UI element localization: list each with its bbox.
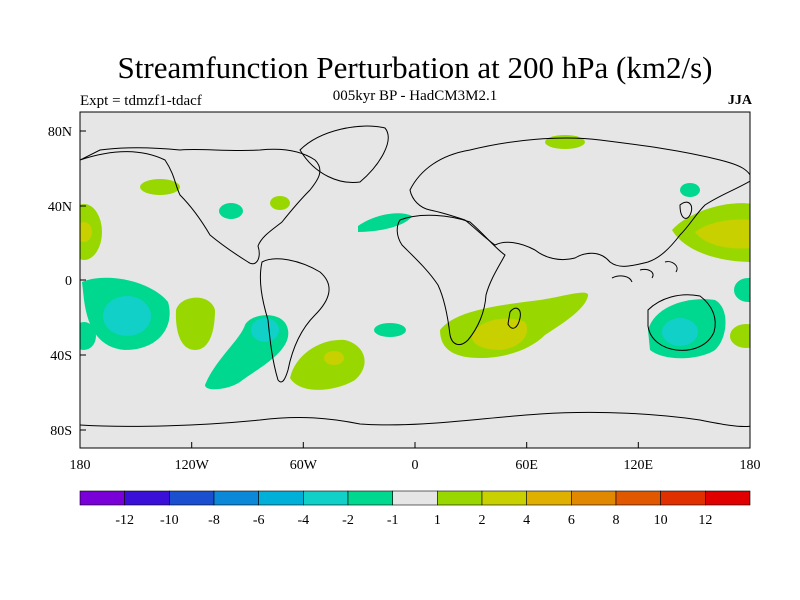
colorbar-label: -10 [160,513,179,528]
colorbar-swatch [571,490,617,506]
contour-pos1 [270,196,290,210]
x-tick-labels: 180 120W 60W 0 60E 120E 180 [70,458,761,473]
y-tick-labels: 80N 40N 0 40S 80S [48,125,72,439]
season-label: JJA [727,93,752,108]
colorbar-swatch [169,490,215,506]
contour-neg1 [680,183,700,197]
contour-neg2 [662,318,698,346]
colorbar-swatch [481,490,527,506]
colorbar-label: 4 [523,513,530,528]
contour-neg1 [734,278,750,302]
contour-neg1 [219,203,243,219]
colorbar-swatch [660,490,706,506]
contour-pos1 [175,297,215,350]
colorbar-swatch [347,490,393,506]
x-tick-label: 180 [740,458,761,473]
colorbar-label: 12 [698,513,712,528]
contour-pos1 [140,179,180,195]
colorbar-label: -8 [208,513,220,528]
contour-pos1 [290,339,365,390]
colorbar-swatch [258,490,304,506]
x-tick-label: 180 [70,458,91,473]
x-tick-label: 60E [515,458,538,473]
y-tick-label: 40N [48,200,72,215]
coastline-eurasia [409,137,750,267]
y-tick-label: 80S [50,424,72,439]
map-background [80,112,750,448]
colorbar-swatch [392,490,438,506]
chart-title: Streamfunction Perturbation at 200 hPa (… [117,50,713,85]
coastline-south-america [259,258,330,383]
colorbar-label: -6 [253,513,265,528]
contour-neg2 [103,296,151,336]
colorbar-label: -12 [115,513,134,528]
coastlines [80,125,750,427]
colorbar-label: -4 [297,513,309,528]
colorbar-swatch [79,490,125,506]
contour-pos2 [695,219,750,249]
colorbar-swatch [303,490,349,506]
colorbar-swatch [124,490,170,506]
y-tick-label: 0 [65,274,72,289]
x-tick-label: 0 [412,458,419,473]
colorbar: -12 -10 -8 -6 -4 -2 -1 1 2 4 6 8 10 12 [79,490,751,528]
coastline-antarctica [80,411,750,427]
x-tick-label: 120W [175,458,210,473]
colorbar-swatch [213,490,259,506]
coastline-africa [396,214,506,346]
colorbar-label: 6 [568,513,575,528]
contour-neg1 [358,213,412,232]
axis-ticks [79,130,751,448]
colorbar-label: -1 [387,513,399,528]
colorbar-label: 2 [479,513,486,528]
y-tick-label: 40S [50,349,72,364]
colorbar-label: 8 [613,513,620,528]
colorbar-swatch [437,490,483,506]
experiment-label: Expt = tdmzf1-tdacf [80,93,202,109]
contour-pos1 [545,135,585,149]
chart-subtitle: 005kyr BP - HadCM3M2.1 [332,88,498,104]
coastline-greenland [299,125,389,184]
contour-pos2 [80,222,92,242]
colorbar-swatch [526,490,572,506]
coastline-australia [647,294,716,351]
contour-fills [80,135,750,390]
colorbar-label: 1 [434,513,441,528]
coastline-north-america [80,147,321,265]
y-tick-label: 80N [48,125,72,140]
coastline-islands [611,261,678,283]
contour-pos2 [471,318,528,350]
contour-neg2 [251,318,279,342]
contour-pos2 [324,351,344,365]
colorbar-label: -2 [342,513,354,528]
colorbar-swatch [615,490,661,506]
contour-pos1 [730,324,750,348]
contour-neg1 [80,322,96,350]
x-tick-label: 120E [624,458,654,473]
coastline-madagascar [507,307,521,329]
colorbar-label: 10 [654,513,668,528]
coastline-japan [679,201,693,219]
x-tick-label: 60W [290,458,318,473]
contour-neg1 [374,323,406,337]
colorbar-swatch [705,490,751,506]
